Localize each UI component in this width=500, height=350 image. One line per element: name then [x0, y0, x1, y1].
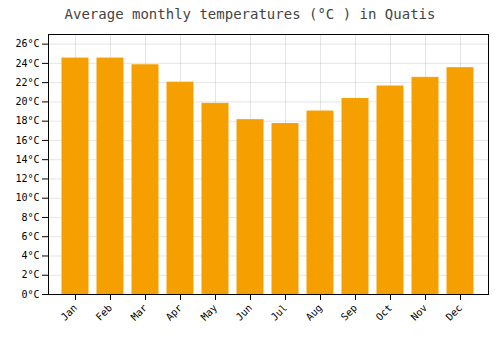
svg-text:0°C: 0°C [21, 289, 39, 300]
svg-text:Feb: Feb [94, 302, 115, 323]
svg-text:4°C: 4°C [21, 250, 39, 261]
svg-text:2°C: 2°C [21, 269, 39, 280]
svg-text:18°C: 18°C [15, 115, 39, 126]
svg-text:10°C: 10°C [15, 192, 39, 203]
svg-text:Mar: Mar [129, 302, 150, 323]
svg-text:Apr: Apr [164, 302, 185, 323]
svg-text:Jul: Jul [269, 302, 290, 323]
svg-text:14°C: 14°C [15, 154, 39, 165]
svg-text:16°C: 16°C [15, 135, 39, 146]
svg-text:8°C: 8°C [21, 212, 39, 223]
svg-text:Jan: Jan [59, 302, 80, 323]
svg-text:24°C: 24°C [15, 58, 39, 69]
svg-text:Dec: Dec [444, 302, 465, 323]
svg-text:Aug: Aug [304, 302, 325, 323]
svg-text:Oct: Oct [374, 302, 395, 323]
svg-text:Sep: Sep [339, 302, 360, 323]
svg-text:6°C: 6°C [21, 231, 39, 242]
html-text:Average monthly temperatures (: Average monthly temperatures (°C ) in Qu… [64, 6, 436, 22]
svg-text:26°C: 26°C [15, 38, 39, 49]
svg-text:22°C: 22°C [15, 77, 39, 88]
svg-text:20°C: 20°C [15, 96, 39, 107]
svg-text:May: May [199, 302, 220, 323]
svg-text:12°C: 12°C [15, 173, 39, 184]
svg-text:Nov: Nov [409, 302, 430, 323]
svg-text:Jun: Jun [234, 302, 255, 323]
